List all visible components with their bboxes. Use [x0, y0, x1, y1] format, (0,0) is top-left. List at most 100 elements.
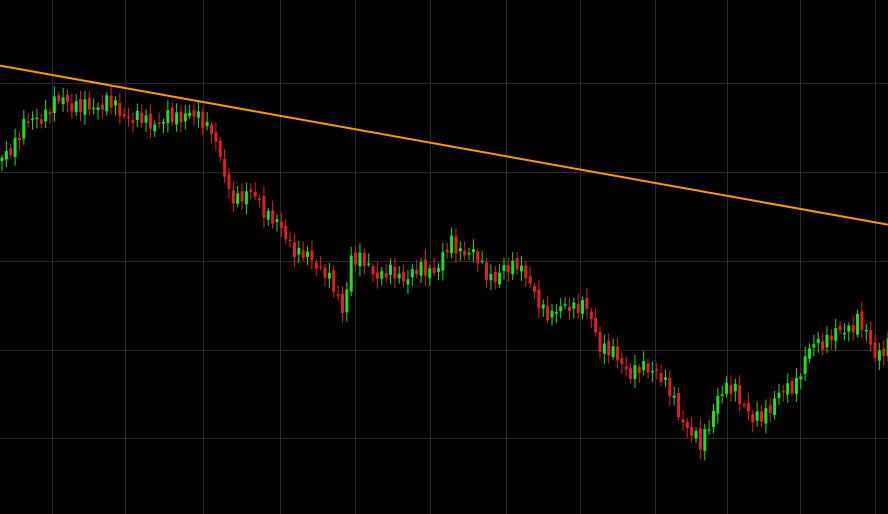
candle-body — [445, 249, 449, 253]
candle — [31, 111, 35, 130]
candle-body — [755, 411, 759, 421]
candle-body — [812, 344, 816, 348]
candle — [253, 182, 257, 201]
candle — [572, 297, 576, 319]
candle-body — [668, 378, 672, 397]
candle — [441, 243, 445, 281]
candle — [244, 182, 248, 215]
candle — [192, 103, 196, 126]
candle — [646, 358, 650, 379]
candle — [480, 250, 484, 265]
candle-body — [100, 104, 104, 110]
candle — [764, 399, 768, 434]
candle — [380, 266, 384, 286]
candle — [26, 113, 30, 128]
candle — [829, 329, 833, 350]
candle — [816, 332, 820, 353]
candle-body — [698, 428, 702, 450]
candle — [585, 287, 589, 319]
candle-body — [485, 262, 489, 280]
candle — [61, 87, 65, 112]
candle — [851, 315, 855, 341]
candle-body — [236, 193, 240, 204]
candle-body — [113, 100, 117, 106]
candle-body — [877, 350, 881, 361]
candle — [746, 392, 750, 421]
candle — [502, 257, 506, 280]
candle-body — [301, 250, 305, 258]
candle-body — [467, 252, 471, 255]
candle — [633, 355, 637, 388]
candle — [781, 385, 785, 402]
candle-body — [655, 369, 659, 371]
candle — [227, 168, 231, 199]
candle — [698, 418, 702, 460]
candle-body — [803, 356, 807, 374]
candle — [493, 265, 497, 290]
candle-body — [70, 103, 74, 112]
candle-body — [52, 96, 56, 113]
candle-body — [244, 191, 248, 205]
candle — [611, 338, 615, 360]
candle-body — [864, 329, 868, 332]
candle-body — [554, 312, 558, 314]
candle — [127, 107, 131, 127]
candle — [205, 111, 209, 131]
candle — [415, 260, 419, 279]
candle-body — [175, 112, 179, 125]
candle-body — [799, 376, 803, 380]
candle — [450, 227, 454, 259]
candle-body — [432, 267, 436, 273]
candle — [323, 264, 327, 287]
candle — [397, 266, 401, 284]
candle-body — [511, 260, 515, 274]
candle — [677, 387, 681, 421]
candle-body — [406, 279, 410, 285]
candle — [236, 185, 240, 208]
candle-body — [441, 252, 445, 271]
candle — [201, 107, 205, 135]
candle — [354, 246, 358, 272]
candle-body — [122, 114, 126, 117]
candle — [266, 207, 270, 226]
candle-body — [428, 268, 432, 279]
candle-body — [620, 358, 624, 364]
candle — [655, 362, 659, 380]
candle-body — [563, 304, 567, 306]
candle — [210, 121, 214, 144]
candle — [567, 297, 571, 321]
candle-body — [249, 189, 253, 192]
candle — [515, 252, 519, 275]
candle — [581, 296, 585, 320]
candle — [162, 118, 166, 133]
candle-body — [842, 332, 846, 335]
candle-body — [729, 384, 733, 395]
candle — [790, 377, 794, 397]
candle — [410, 263, 414, 286]
candle — [22, 110, 26, 145]
candle-body — [327, 272, 331, 279]
candle-body — [738, 385, 742, 404]
candle-body — [851, 325, 855, 333]
candle-body — [463, 250, 467, 256]
candle-body — [44, 109, 48, 122]
candle-body — [663, 377, 667, 380]
candle — [170, 102, 174, 126]
candle-body — [720, 394, 724, 396]
candle — [135, 103, 139, 127]
candle — [367, 253, 371, 267]
candle-body — [541, 304, 545, 309]
candle — [437, 262, 440, 281]
candle-body — [681, 419, 685, 423]
candle — [113, 96, 117, 116]
candle — [873, 335, 877, 363]
candle — [214, 122, 218, 151]
candle-body — [533, 286, 537, 292]
candle — [362, 248, 366, 275]
candle-body — [773, 398, 777, 415]
candle-body — [57, 95, 61, 102]
candle-body — [576, 303, 580, 313]
candles — [0, 85, 888, 461]
candle-body — [188, 112, 192, 116]
